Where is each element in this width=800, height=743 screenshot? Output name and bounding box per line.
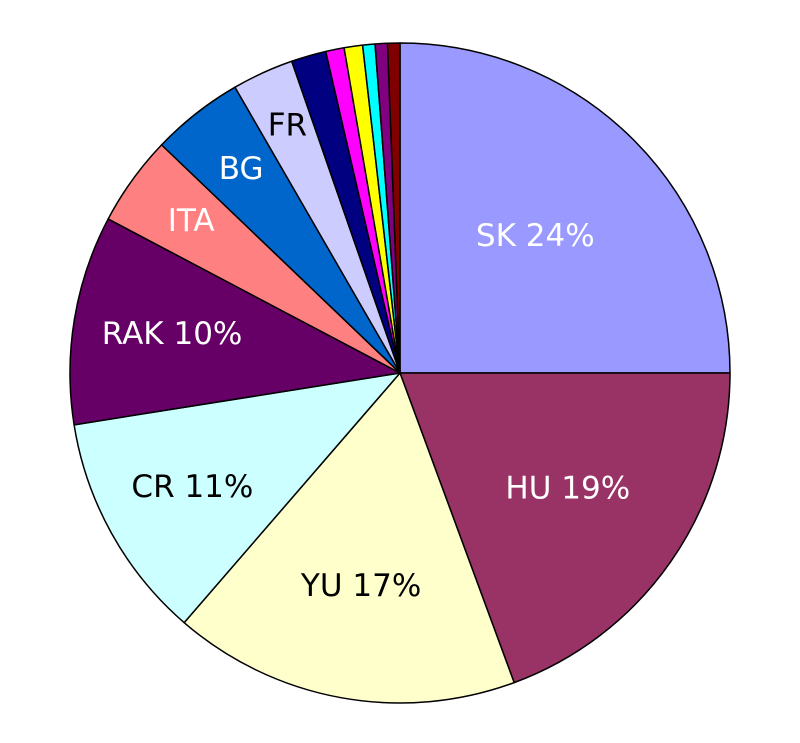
pie-slice-cr (73, 372, 401, 624)
pie-label-bg: BG (219, 151, 264, 187)
pie-slice-yu (183, 372, 515, 704)
pie-label-hu: HU 19% (505, 471, 630, 507)
pie-label-fr: FR (268, 107, 307, 143)
pie-label-ita: ITA (168, 203, 215, 239)
pie-label-cr: CR 11% (131, 469, 253, 505)
pie-label-sk: SK 24% (476, 218, 595, 254)
pie-slices (69, 42, 731, 704)
pie-slice-hu (399, 372, 731, 684)
pie-label-yu: YU 17% (300, 568, 421, 604)
pie-slice-sk (399, 42, 731, 374)
pie-label-rak: RAK 10% (102, 316, 243, 352)
pie-slice-minor-13 (386, 42, 401, 374)
pie-slice-rak (69, 218, 401, 426)
